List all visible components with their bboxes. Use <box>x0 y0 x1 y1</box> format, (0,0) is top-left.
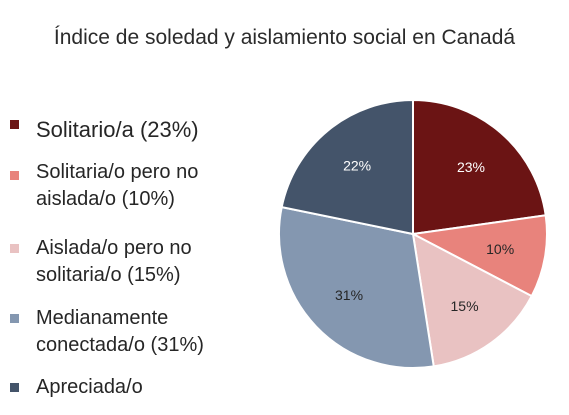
chart-title: Índice de soledad y aislamiento social e… <box>53 26 516 49</box>
legend-swatch-solitario <box>10 120 19 129</box>
legend-swatch-solitaria-no-aislada <box>10 171 19 180</box>
pie-data-label: 22% <box>343 157 371 173</box>
legend-label-aislada-no-solitaria: Aislada/o pero no solitaria/o (15%) <box>36 237 192 286</box>
legend-swatch-apreciada <box>10 383 19 392</box>
chart-legend: Solitario/a (23%) Solitaria/o pero no ai… <box>0 0 260 415</box>
legend-swatch-medianamente-conectada <box>10 314 19 323</box>
legend-label-solitaria-no-aislada: Solitaria/o pero no aislada/o (10%) <box>36 161 199 210</box>
pie-slice <box>412 98 547 236</box>
pie-data-label: 10% <box>486 241 514 257</box>
legend-label-apreciada: Apreciada/o <box>36 376 143 398</box>
pie-slice <box>278 205 435 369</box>
pie-data-label: 23% <box>457 159 485 175</box>
pie-data-label: 31% <box>335 287 363 303</box>
legend-swatch-aislada-no-solitaria <box>10 244 19 253</box>
pie-slice <box>409 214 548 298</box>
pie-slice <box>411 232 534 368</box>
legend-label-medianamente-conectada: Medianamente conectada/o (31%) <box>36 307 204 356</box>
legend-label-solitario: Solitario/a (23%) <box>36 117 199 142</box>
pie-slice <box>280 98 414 236</box>
pie-data-label: 15% <box>451 298 479 314</box>
